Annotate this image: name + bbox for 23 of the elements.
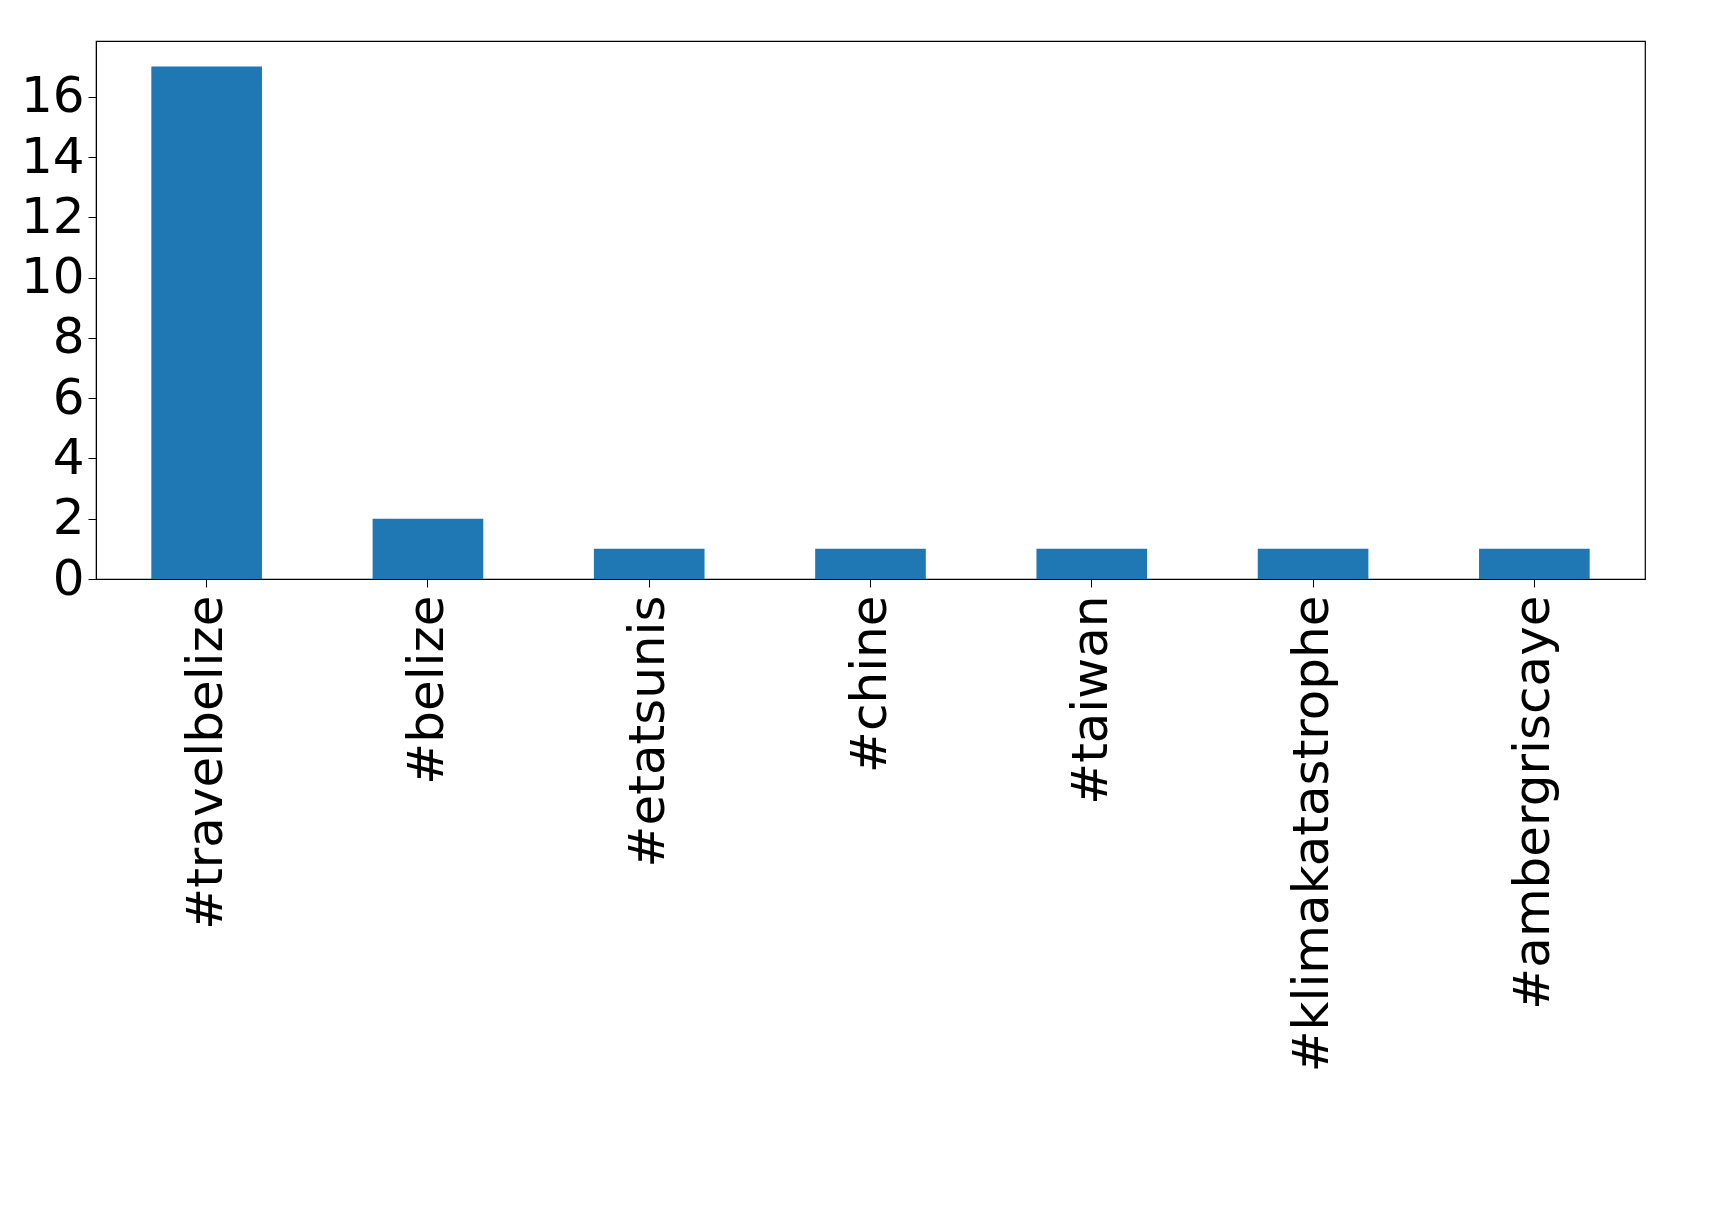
bar	[593, 548, 705, 579]
y-tick-label: 16	[20, 66, 85, 125]
bar	[151, 66, 262, 579]
x-tick-label: #ambergriscaye	[1503, 595, 1562, 1010]
y-tick-label: 12	[20, 186, 85, 245]
bar	[372, 518, 484, 579]
bar	[1257, 548, 1369, 579]
y-tick-label: 14	[20, 126, 85, 185]
bar	[1036, 548, 1148, 579]
y-tick-label: 8	[52, 307, 85, 366]
x-tick-label: #taiwan	[1060, 595, 1119, 805]
bar	[815, 548, 926, 579]
x-tick-label: #belize	[396, 595, 455, 785]
x-tick-label: #travelbelize	[175, 595, 234, 930]
y-tick-label: 6	[52, 367, 85, 426]
x-tick-label: #chine	[839, 595, 898, 773]
x-tick-label: #etatsunis	[618, 595, 677, 868]
y-tick-label: 10	[20, 247, 85, 306]
y-tick-label: 0	[52, 548, 85, 607]
bar	[1479, 548, 1590, 579]
y-tick-label: 4	[52, 427, 85, 486]
x-tick-label: #klimakatastrophe	[1282, 595, 1341, 1073]
y-tick-label: 2	[52, 488, 85, 547]
